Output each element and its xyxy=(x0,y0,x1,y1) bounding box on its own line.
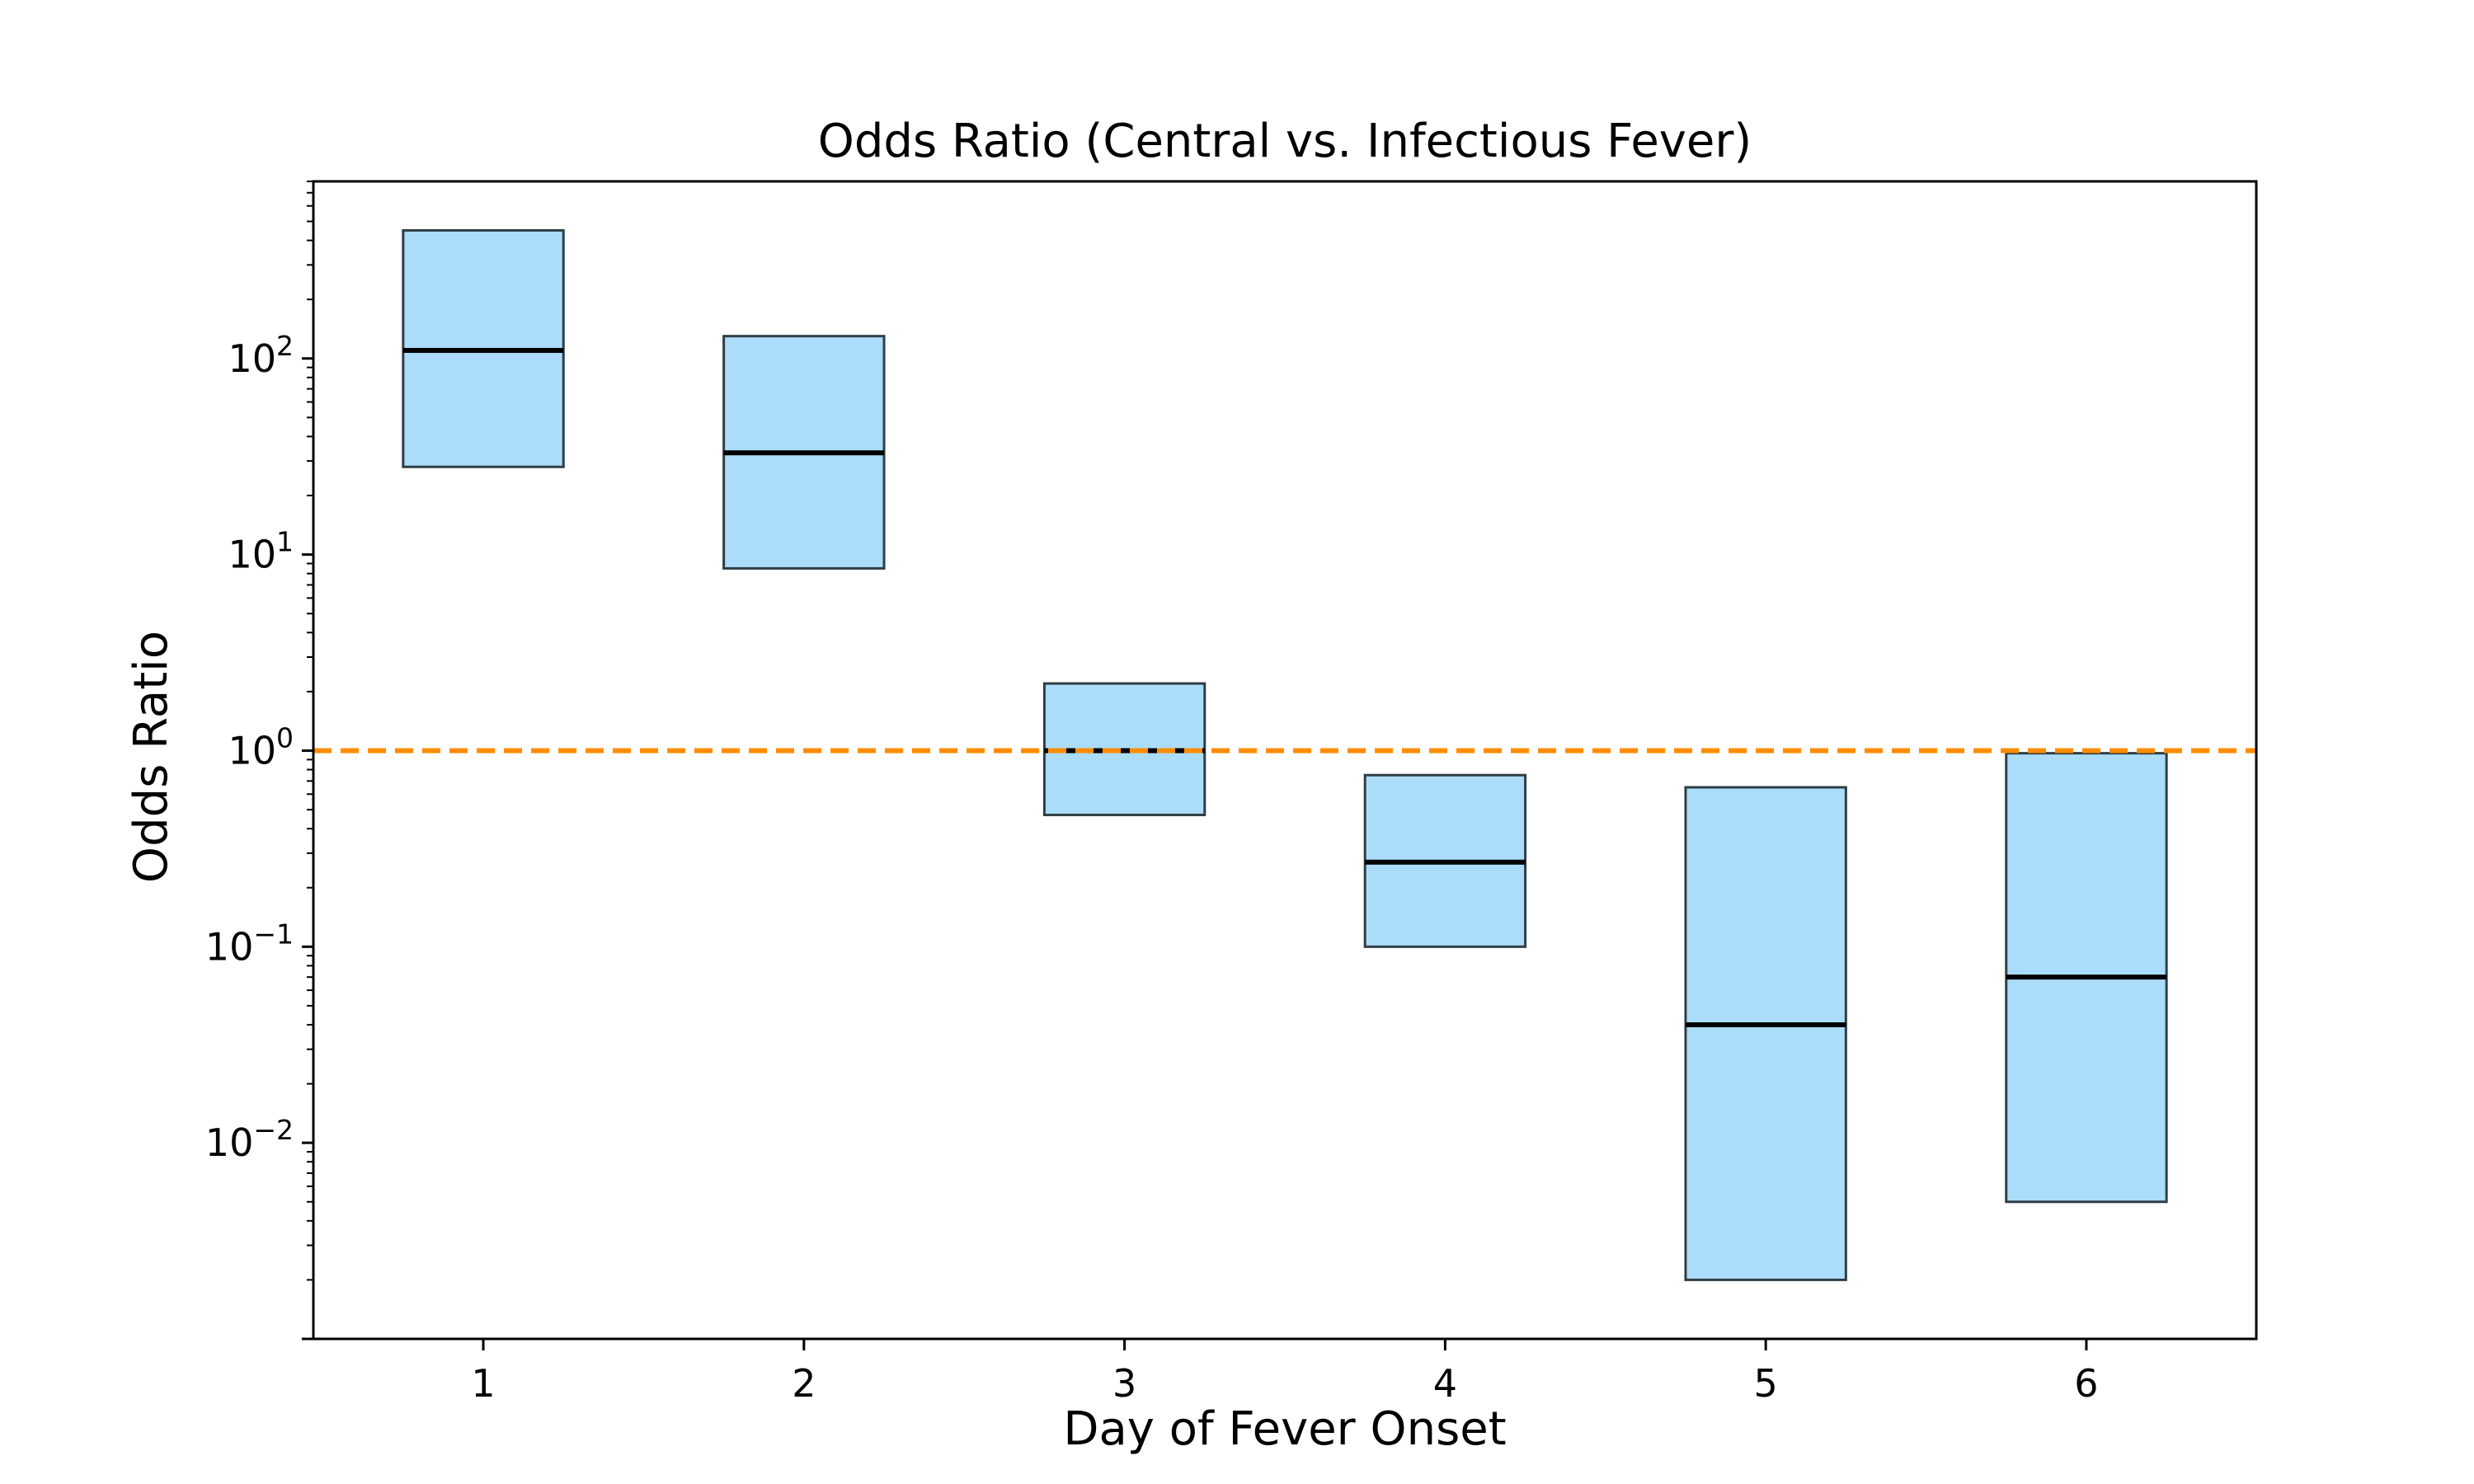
y-tick-label: 102 xyxy=(228,330,294,381)
x-tick-label: 5 xyxy=(1754,1361,1778,1406)
y-axis-label: Odds Ratio xyxy=(125,631,178,883)
y-tick-label: 101 xyxy=(228,526,294,577)
y-tick-label: 100 xyxy=(228,721,294,773)
y-axis-ticks: 102 101 100 10−1 10−2 xyxy=(205,181,313,1341)
x-tick-label: 4 xyxy=(1433,1361,1457,1406)
x-tick-label: 1 xyxy=(471,1361,495,1406)
plot-frame xyxy=(312,180,2258,1341)
y-tick-label: 10−1 xyxy=(205,918,294,969)
chart-title: Odds Ratio (Central vs. Infectious Fever… xyxy=(818,115,1752,168)
x-tick-label: 6 xyxy=(2074,1361,2098,1406)
boxes-layer xyxy=(402,228,2168,1281)
box-day-5 xyxy=(1684,786,1847,1281)
x-axis-label: Day of Fever Onset xyxy=(1063,1402,1506,1456)
x-tick-label: 2 xyxy=(792,1361,816,1406)
y-tick-label: 10−2 xyxy=(205,1114,294,1165)
x-tick-label: 3 xyxy=(1112,1361,1136,1406)
x-axis-ticks: 1 2 3 4 5 6 xyxy=(471,1339,2099,1406)
